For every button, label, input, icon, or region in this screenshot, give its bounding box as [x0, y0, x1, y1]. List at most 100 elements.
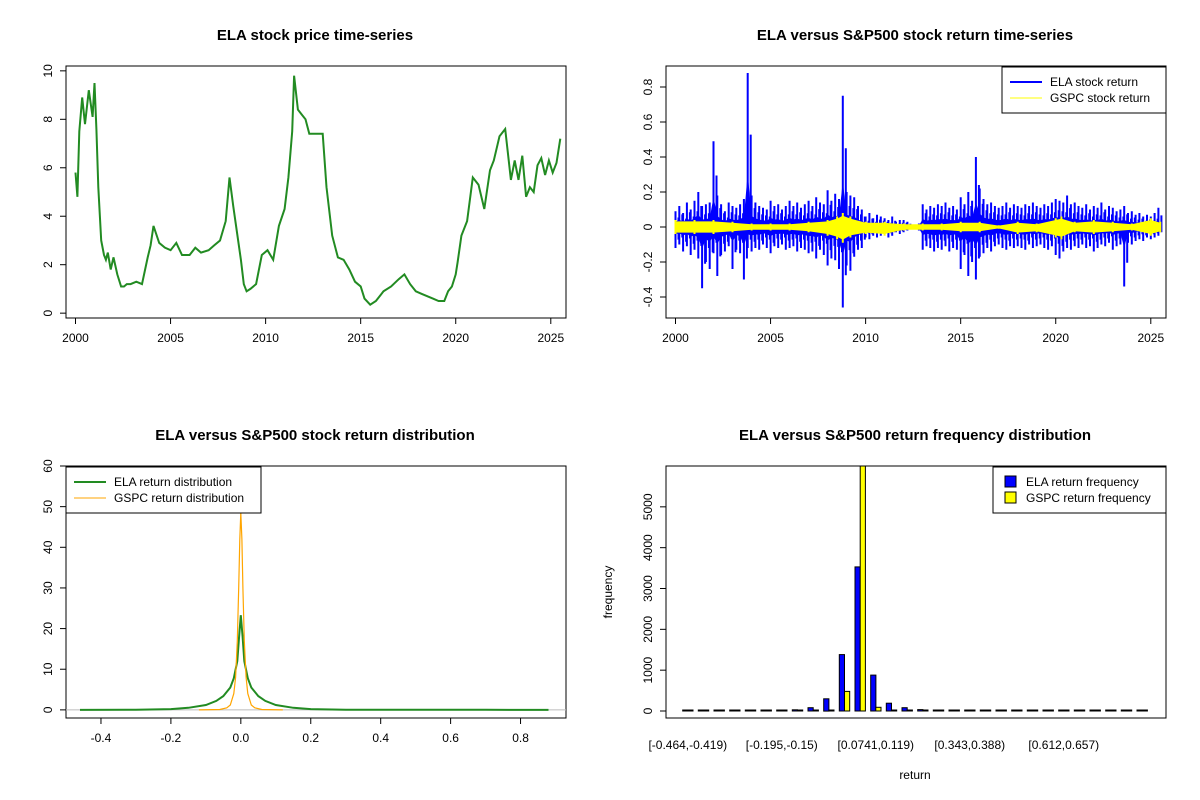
freq-bar-gspc [859, 465, 866, 712]
returns-legend-label-ela: ELA stock return [1050, 75, 1138, 89]
density-chart-title: ELA versus S&P500 stock return distribut… [155, 427, 475, 444]
returns-x-tick-label: 2000 [662, 331, 689, 345]
density-y-tick-label: 50 [41, 500, 55, 514]
density-x-tick-label: 0.8 [512, 731, 529, 745]
price-x-tick-label: 2000 [62, 331, 89, 345]
price-series-ela [74, 75, 562, 306]
freq-legend-swatch-gspc [1004, 491, 1017, 504]
freq-y-tick-label: 1000 [641, 656, 655, 683]
price-x-tick-label: 2015 [347, 331, 374, 345]
freq-bar-ela [1042, 709, 1049, 712]
freq-bar-gspc [906, 709, 913, 712]
price-y-tick-label: 10 [41, 64, 55, 78]
freq-bar-gspc [718, 709, 725, 712]
returns-y-tick-label: 0.8 [641, 78, 655, 95]
returns-x-tick-label: 2015 [947, 331, 974, 345]
returns-x-tick-label: 2025 [1137, 331, 1164, 345]
freq-bar-gspc [781, 709, 788, 712]
freq-bar-ela [1011, 709, 1018, 712]
density-legend-label-ela: ELA return distribution [114, 475, 232, 489]
price-x-tick-label: 2010 [252, 331, 279, 345]
density-series-gspc [198, 512, 283, 711]
freq-bar-gspc [1094, 709, 1101, 712]
returns-chart-title: ELA versus S&P500 stock return time-seri… [757, 27, 1073, 44]
density-x-tick-label: -0.4 [91, 731, 112, 745]
price-panel: ELA stock price time-series 2000 2005 2010… [41, 27, 567, 345]
freq-bar-gspc [875, 706, 882, 712]
freq-bar-ela [885, 702, 892, 712]
freq-bar-ela [744, 709, 751, 712]
freq-bar-gspc [1141, 709, 1148, 712]
freq-chart-title: ELA versus S&P500 return frequency distr… [739, 427, 1091, 444]
freq-bar-gspc [812, 709, 819, 712]
returns-x-tick-label: 2005 [757, 331, 784, 345]
price-y-tick-label: 6 [41, 164, 55, 171]
price-y-tick-label: 8 [41, 116, 55, 123]
freq-bar-gspc [734, 709, 741, 712]
freq-bar-ela [729, 709, 736, 712]
freq-bar-ela [697, 709, 704, 712]
freq-bar-gspc [703, 709, 710, 712]
freq-bar-ela [995, 709, 1002, 712]
freq-x-tick-label: [-0.195,-0.15) [746, 738, 818, 752]
freq-bar-ela [1026, 709, 1034, 712]
density-series-ela [79, 615, 549, 711]
freq-bar-ela [854, 566, 861, 712]
returns-legend-box [1001, 66, 1167, 114]
freq-bar-ela [760, 709, 767, 712]
freq-bar-gspc [1032, 709, 1039, 712]
returns-x-tick-label: 2010 [852, 331, 879, 345]
freq-bar-ela [948, 709, 955, 712]
freq-bar-ela [979, 709, 986, 712]
price-y-tick-label: 2 [41, 261, 55, 268]
freq-y-axis-label: frequency [601, 566, 615, 619]
returns-series-gspc [674, 213, 1162, 243]
freq-bar-ela [682, 709, 689, 712]
returns-y-tick-label: -0.4 [641, 286, 655, 307]
density-x-tick-label: 0.6 [442, 731, 459, 745]
freq-bar-ela [823, 698, 830, 712]
freq-bar-gspc [969, 709, 976, 712]
density-y-tick-label: 30 [41, 581, 55, 595]
freq-x-tick-label: [-0.464,-0.419) [648, 738, 727, 752]
freq-legend-box [992, 466, 1167, 514]
density-legend-label-gspc: GSPC return distribution [114, 491, 244, 505]
density-y-tick-label: 40 [41, 540, 55, 554]
price-y-tick-label: 4 [41, 213, 55, 220]
price-chart-title: ELA stock price time-series [217, 27, 413, 44]
freq-legend-swatch-ela [1004, 475, 1017, 488]
returns-y-tick-label: 0 [641, 223, 655, 230]
returns-y-tick-label: -0.2 [641, 251, 655, 272]
freq-bar-gspc [985, 709, 992, 712]
freq-bar-ela [791, 709, 798, 712]
density-panel: ELA versus S&P500 stock return distribut… [41, 427, 567, 745]
freq-bar-ela [838, 654, 845, 712]
freq-y-tick-label: 0 [641, 707, 655, 714]
freq-bar-gspc [750, 709, 757, 712]
freq-legend: ELA return frequency GSPC return frequen… [992, 466, 1167, 514]
freq-bar-ela [901, 707, 908, 712]
freq-bar-ela [1120, 709, 1128, 712]
freq-bar-gspc [1063, 709, 1070, 712]
price-plot-frame [65, 65, 567, 319]
freq-bar-ela [917, 709, 924, 712]
density-legend-box [65, 466, 262, 514]
density-y-tick-label: 10 [41, 662, 55, 676]
freq-bar-gspc [1047, 709, 1054, 712]
freq-bar-gspc [1000, 709, 1007, 712]
freq-y-tick-label: 5000 [641, 493, 655, 520]
freq-bar-gspc [765, 709, 772, 712]
freq-y-tick-label: 2000 [641, 616, 655, 643]
density-x-tick-label: 0.0 [232, 731, 249, 745]
freq-bar-gspc [1016, 709, 1023, 712]
freq-bar-ela [713, 709, 720, 712]
freq-y-tick-label: 4000 [641, 534, 655, 561]
returns-y-tick-label: 0.2 [641, 183, 655, 200]
freq-x-tick-label: [0.0741,0.119) [838, 738, 915, 752]
density-x-tick-label: -0.2 [161, 731, 182, 745]
freq-bar-gspc [797, 709, 804, 712]
freq-bar-ela [870, 674, 877, 712]
freq-bar-gspc [891, 709, 898, 712]
